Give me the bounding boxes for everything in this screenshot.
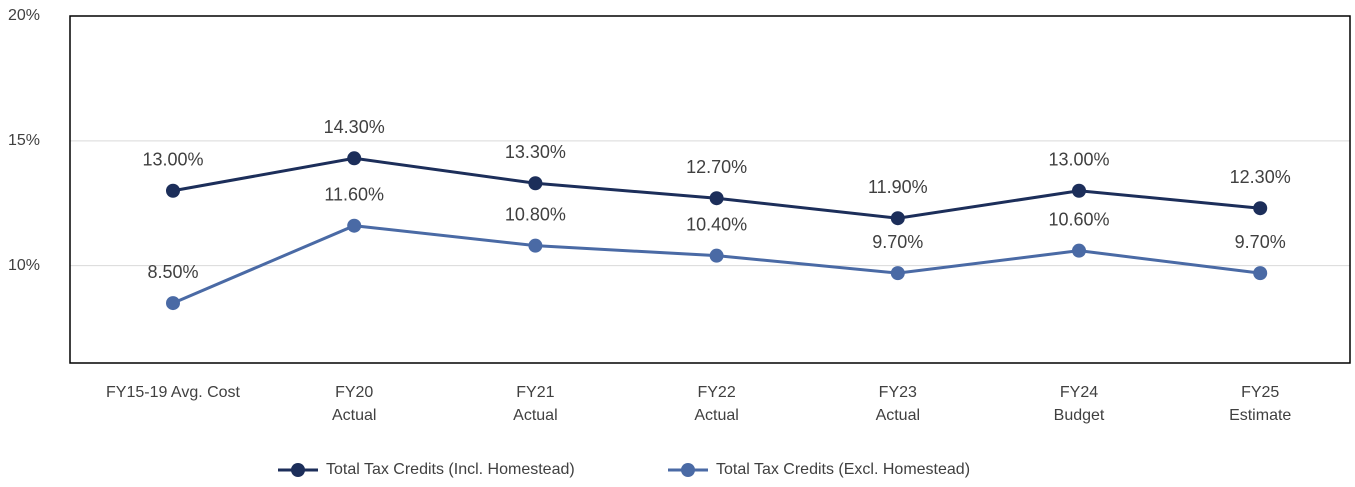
data-label: 12.30% [1230, 167, 1291, 187]
x-tick-label: FY15-19 Avg. Cost [106, 384, 241, 401]
data-point [347, 151, 362, 166]
data-point [890, 211, 905, 226]
series-line [172, 224, 1261, 305]
legend-label: Total Tax Credits (Incl. Homestead) [326, 461, 575, 478]
legend-marker [681, 463, 695, 477]
data-label: 13.30% [505, 142, 566, 162]
legend-label: Total Tax Credits (Excl. Homestead) [716, 461, 970, 478]
plot-border [69, 15, 1351, 364]
data-label: 12.70% [686, 157, 747, 177]
data-label: 11.90% [868, 177, 928, 197]
x-tick-label: FY25 Estimate [1229, 384, 1291, 424]
data-label: 9.70% [872, 232, 923, 252]
data-point [709, 248, 724, 263]
data-label: 10.40% [686, 214, 747, 234]
data-label: 8.50% [147, 262, 198, 282]
data-label: 11.60% [324, 184, 384, 204]
data-label: 13.00% [1048, 149, 1109, 169]
data-point [166, 183, 180, 198]
data-point [166, 296, 180, 311]
data-point [890, 266, 905, 281]
y-tick-label: 15% [8, 132, 40, 149]
x-tick-label: FY20 Actual [332, 384, 376, 424]
data-label: 10.60% [1048, 209, 1109, 229]
legend-marker [291, 463, 305, 477]
data-point [1072, 243, 1086, 258]
x-tick-label: FY21 Actual [513, 384, 557, 424]
data-point [1072, 183, 1086, 198]
y-tick-label: 20% [8, 7, 40, 24]
data-label: 14.30% [324, 117, 385, 137]
data-label: 13.00% [142, 149, 203, 169]
data-point [709, 191, 724, 206]
y-tick-label: 10% [8, 257, 40, 274]
data-point [1253, 201, 1268, 216]
data-point [528, 238, 543, 253]
data-point [1253, 266, 1268, 281]
data-point [528, 176, 543, 191]
x-tick-label: FY22 Actual [694, 384, 738, 424]
data-label: 9.70% [1235, 232, 1286, 252]
data-point [347, 218, 362, 233]
x-tick-label: FY23 Actual [876, 384, 920, 424]
x-tick-label: FY24 Budget [1054, 384, 1105, 424]
data-label: 10.80% [505, 204, 566, 224]
